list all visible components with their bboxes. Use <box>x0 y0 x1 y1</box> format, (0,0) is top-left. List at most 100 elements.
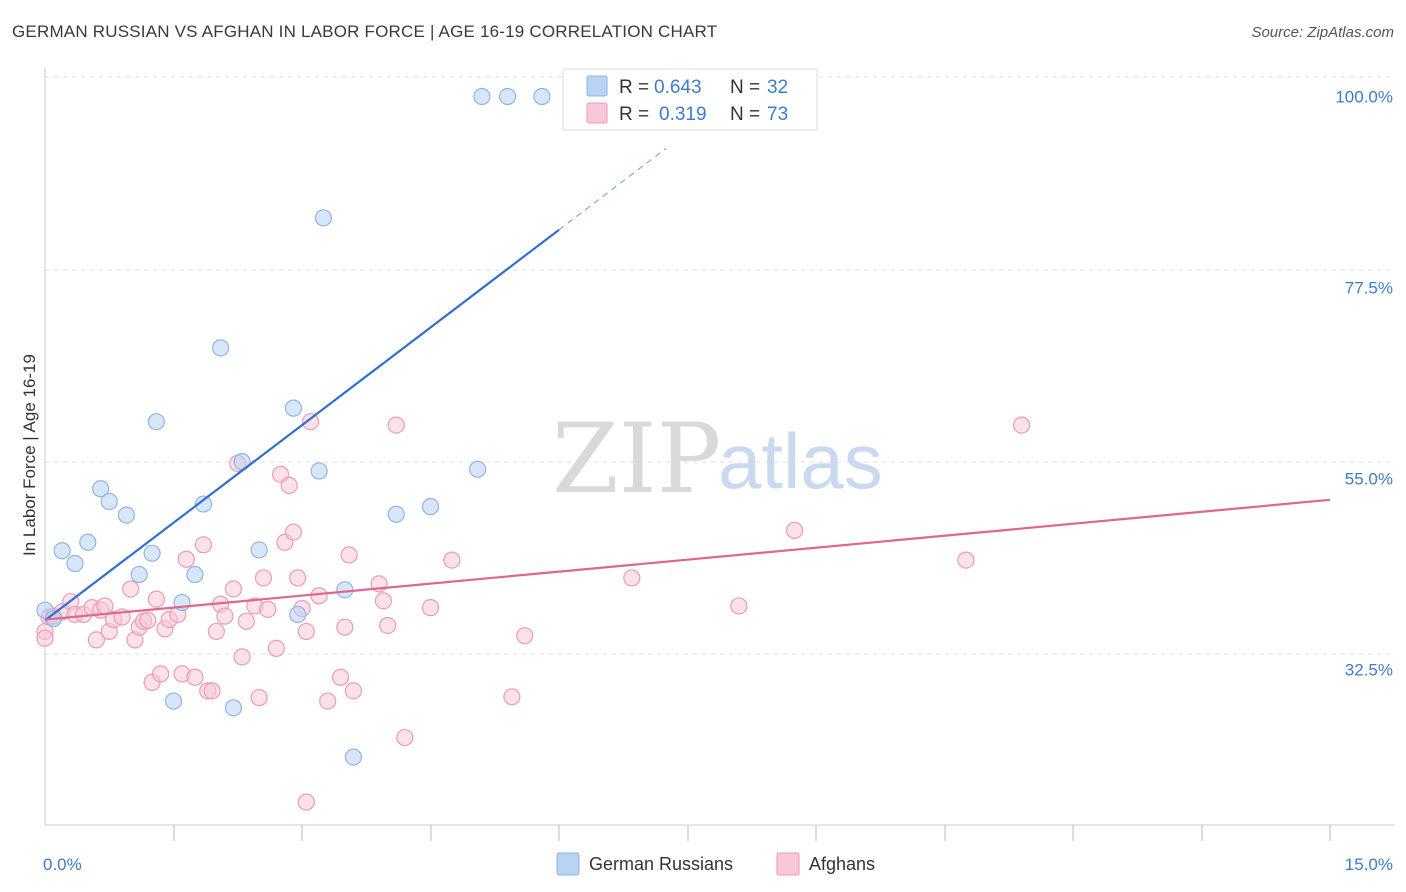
legend-n-label-1: N = <box>730 77 760 98</box>
afghans-point <box>254 569 273 587</box>
afghans-point <box>203 682 221 700</box>
legend-swatch-pink <box>586 102 608 124</box>
legend-swatch-blue <box>586 75 608 97</box>
german-russians-point <box>469 460 487 478</box>
german-russians-point <box>53 542 71 560</box>
y-axis-label: In Labor Force | Age 16-19 <box>20 354 39 556</box>
series-legend: German Russians Afghans <box>556 852 875 876</box>
legend-n-value-1: 32 <box>767 77 788 98</box>
bottom-legend-afghans: Afghans <box>809 854 875 874</box>
afghans-point <box>785 521 804 539</box>
legend-n-label-2: N = <box>730 104 760 125</box>
german-russians-point <box>310 462 328 480</box>
german-russians-point <box>66 554 84 573</box>
afghans-point <box>186 668 204 686</box>
afghans-point <box>297 793 315 811</box>
afghans-point <box>87 631 106 649</box>
german-russians-point <box>284 399 303 417</box>
afghans-point <box>152 665 170 683</box>
legend-r-value-1: 0.643 <box>654 77 702 98</box>
y-tick-label: 55.0% <box>1345 470 1393 489</box>
german-russians-point <box>289 605 307 624</box>
afghans-point <box>280 476 298 494</box>
german-russians-point <box>194 495 213 513</box>
afghans-point <box>421 599 440 617</box>
legend-n-value-2: 73 <box>767 104 788 125</box>
afghans-point <box>139 611 157 629</box>
german-russians-point <box>92 480 110 498</box>
legend-r-label-1: R = <box>619 77 649 98</box>
bottom-legend-german-russians: German Russians <box>589 854 733 874</box>
german-russians-point <box>186 565 204 584</box>
x-axis-ticks <box>173 825 1331 841</box>
german-russians-point <box>130 565 148 584</box>
afghans-point <box>284 523 303 541</box>
afghans-point <box>310 587 328 605</box>
german-russians-point <box>421 498 440 516</box>
german-russians-point <box>212 339 230 357</box>
afghans-point <box>336 618 354 636</box>
german-russians-point <box>499 87 517 106</box>
afghans-point <box>374 592 392 610</box>
afghans-point <box>443 551 461 569</box>
x-tick-label: 15.0% <box>1345 855 1393 874</box>
german-russians-point <box>79 533 97 551</box>
german-russians-point <box>533 87 551 106</box>
german-russians-trend-extension <box>558 147 667 231</box>
afghans-point <box>379 616 397 635</box>
legend-r-value-2: 0.319 <box>659 104 707 125</box>
afghans-point <box>147 590 165 608</box>
german-russians-point <box>387 505 405 523</box>
y-tick-label: 100.0% <box>1335 88 1393 107</box>
y-tick-label: 32.5% <box>1345 661 1393 680</box>
afghans-point <box>259 600 277 618</box>
bottom-legend-swatch-blue <box>556 852 580 876</box>
x-tick-labels: 0.0% 15.0% <box>43 855 1393 874</box>
afghans-point <box>250 689 268 707</box>
afghans-point <box>516 627 534 645</box>
afghans-point <box>194 536 213 554</box>
afghans-point <box>207 622 225 641</box>
afghans-points <box>36 413 1031 811</box>
german-russians-point <box>143 544 161 562</box>
german-russians-point <box>164 692 183 710</box>
legend-r-label-2: R = <box>619 104 649 125</box>
afghans-point <box>36 629 54 647</box>
german-russians-point <box>147 413 165 431</box>
afghans-point <box>340 546 358 564</box>
afghans-point <box>730 597 748 615</box>
afghans-point <box>957 551 975 569</box>
afghans-point <box>344 682 362 700</box>
afghans-point <box>331 668 350 686</box>
afghans-point <box>177 550 195 568</box>
chart-title: GERMAN RUSSIAN VS AFGHAN IN LABOR FORCE … <box>12 22 718 41</box>
afghans-trend-line <box>44 498 1331 621</box>
german-russians-point <box>336 581 354 599</box>
german-russians-point <box>314 209 333 227</box>
afghans-point <box>301 413 320 431</box>
gridlines <box>45 76 1395 655</box>
german-russians-point <box>100 492 118 511</box>
y-tick-labels: 32.5% 55.0% 77.5% 100.0% <box>1335 88 1393 680</box>
watermark-atlas: atlas <box>718 417 883 505</box>
watermark-zip: ZIP <box>552 403 721 515</box>
x-tick-label: 0.0% <box>43 855 82 874</box>
afghans-point <box>289 569 307 587</box>
german-russians-point <box>224 699 243 717</box>
german-russians-point <box>250 541 268 559</box>
afghans-point <box>623 569 641 587</box>
afghans-point <box>396 728 414 747</box>
bottom-legend-swatch-pink <box>776 852 800 876</box>
afghans-point <box>237 612 255 630</box>
afghans-point <box>267 639 285 658</box>
afghans-point <box>297 622 315 641</box>
afghans-point <box>122 580 140 598</box>
afghans-point <box>224 580 243 598</box>
afghans-point <box>387 416 405 434</box>
german-russians-trend-line <box>44 228 560 622</box>
afghans-point <box>503 688 521 706</box>
german-russians-point <box>473 87 491 106</box>
y-tick-label: 77.5% <box>1345 279 1393 298</box>
afghans-point <box>319 692 337 710</box>
